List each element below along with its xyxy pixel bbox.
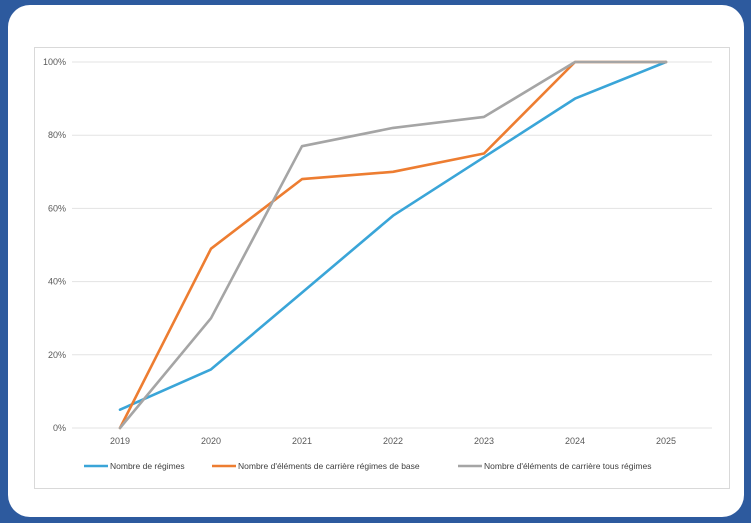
x-tick-label: 2023	[474, 436, 494, 446]
y-tick-label: 60%	[48, 203, 66, 213]
legend-label-2: Nombre d'éléments de carrière tous régim…	[484, 461, 651, 471]
x-tick-label: 2021	[292, 436, 312, 446]
y-tick-label: 100%	[43, 57, 66, 67]
series-lines	[118, 60, 668, 430]
x-tick-label: 2022	[383, 436, 403, 446]
series-line-0	[118, 60, 668, 412]
y-axis-ticks: 0% 20% 40% 60% 80% 100%	[43, 57, 66, 433]
y-tick-label: 20%	[48, 350, 66, 360]
x-tick-label: 2020	[201, 436, 221, 446]
chart-frame	[34, 47, 730, 489]
legend: Nombre de régimes Nombre d'éléments de ca…	[84, 461, 651, 471]
x-tick-label: 2025	[656, 436, 676, 446]
x-axis-ticks: 2019 2020 2021 2022 2023 2024 2025	[110, 436, 676, 446]
legend-label-0: Nombre de régimes	[110, 461, 185, 471]
legend-label-1: Nombre d'éléments de carrière régimes de…	[238, 461, 420, 471]
series-line-2	[118, 60, 668, 430]
gridlines	[72, 61, 712, 429]
y-tick-label: 80%	[48, 130, 66, 140]
x-tick-label: 2019	[110, 436, 130, 446]
y-tick-label: 40%	[48, 277, 66, 287]
y-tick-label: 0%	[53, 423, 66, 433]
x-tick-label: 2024	[565, 436, 585, 446]
